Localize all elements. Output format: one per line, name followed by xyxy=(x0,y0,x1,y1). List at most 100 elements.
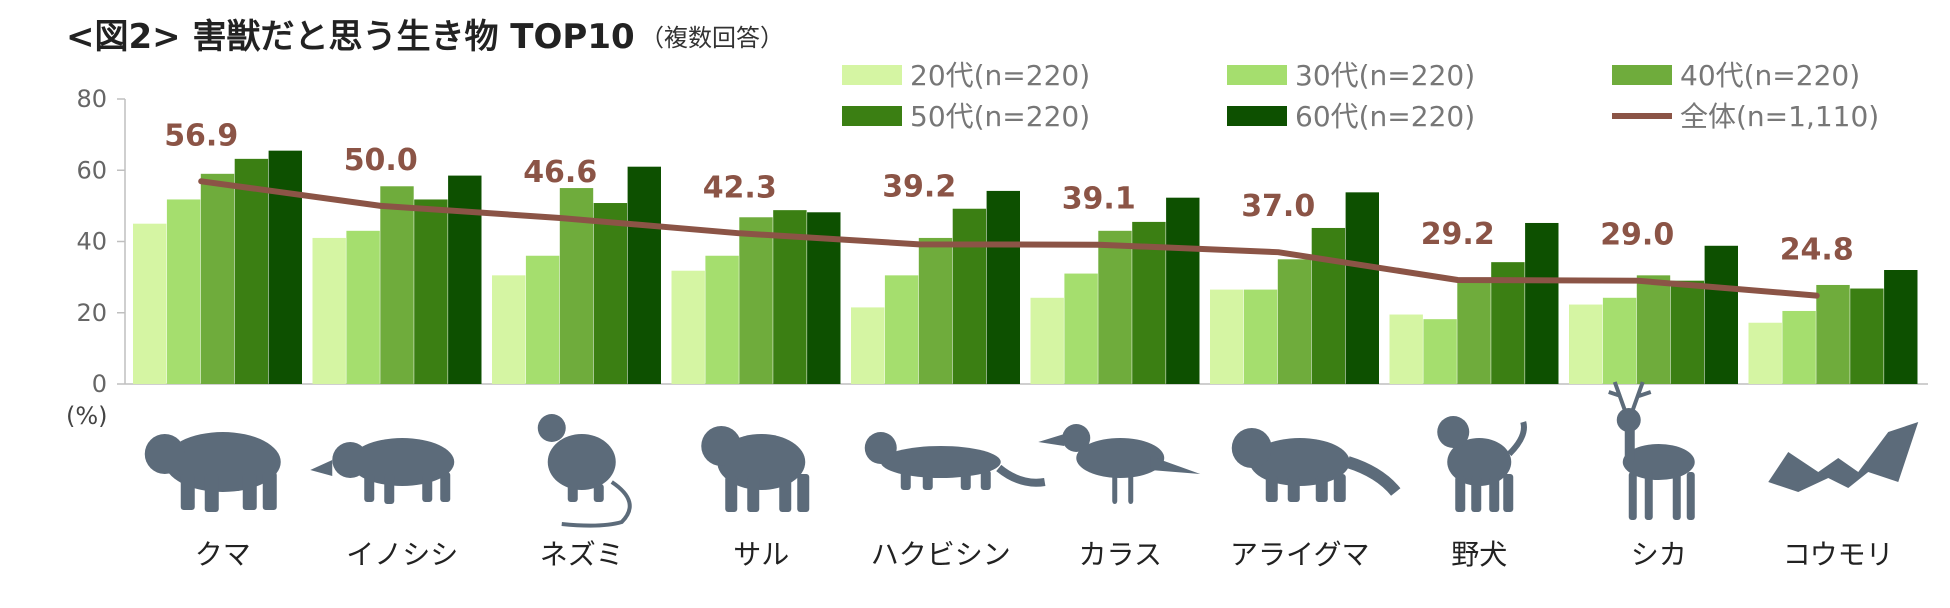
data-label: 46.6 xyxy=(523,155,597,190)
bar xyxy=(312,237,346,384)
data-label: 29.2 xyxy=(1421,217,1495,252)
legend-label: 50代(n=220) xyxy=(910,100,1090,133)
bar xyxy=(1884,270,1918,384)
bar xyxy=(1311,227,1346,384)
data-label: 29.0 xyxy=(1600,218,1674,253)
bar xyxy=(1210,289,1244,384)
stray-dog-icon xyxy=(1437,416,1527,512)
data-label: 39.1 xyxy=(1062,182,1136,217)
legend-label: 20代(n=220) xyxy=(910,59,1090,92)
bar xyxy=(1704,245,1738,384)
bar xyxy=(739,217,773,384)
bar xyxy=(1602,297,1637,384)
category-label: シカ xyxy=(1631,538,1687,571)
legend-label: 60代(n=220) xyxy=(1295,100,1475,133)
chart-subtitle: （複数回答） xyxy=(640,24,784,52)
bar xyxy=(1098,230,1132,384)
crow-icon xyxy=(1038,424,1201,504)
bar xyxy=(1030,297,1064,384)
bar xyxy=(1389,314,1423,384)
monkey-icon xyxy=(701,426,810,512)
bar xyxy=(380,186,414,384)
category-label: クマ xyxy=(195,538,251,571)
bar xyxy=(1636,275,1671,384)
category-label: ハクビシン xyxy=(871,538,1011,571)
data-label: 24.8 xyxy=(1780,233,1854,268)
data-label: 56.9 xyxy=(164,118,238,153)
bar xyxy=(1457,277,1491,384)
rat-icon xyxy=(537,414,632,528)
category-label: コウモリ xyxy=(1783,538,1894,571)
legend: 20代(n=220) 30代(n=220) 40代(n=220) 50代(n=220)… xyxy=(842,59,1879,133)
category-labels: クマ イノシシ ネズミ サル ハクビシン カラス アライグマ 野犬 シカ コウモリ xyxy=(195,538,1894,571)
bar xyxy=(986,190,1020,384)
bar xyxy=(851,307,885,384)
bar xyxy=(1277,259,1312,384)
bar xyxy=(1850,288,1884,384)
bar xyxy=(200,173,235,384)
bar xyxy=(1243,289,1278,384)
deer-icon xyxy=(1608,381,1695,520)
bar xyxy=(234,158,269,384)
bear-icon xyxy=(144,432,281,512)
bar xyxy=(1569,304,1603,384)
bar xyxy=(671,270,705,384)
y-tick-label: 80 xyxy=(76,85,107,113)
legend-swatch xyxy=(842,65,902,85)
raccoon-icon xyxy=(1231,428,1401,502)
bars xyxy=(133,150,1918,384)
category-label: 野犬 xyxy=(1451,538,1507,571)
data-labels: 56.9 50.0 46.6 42.3 39.2 39.1 37.0 29.2 29.0 24.8 xyxy=(164,118,1854,267)
bar xyxy=(268,150,302,384)
legend-swatch xyxy=(1227,106,1287,126)
category-label: サル xyxy=(733,538,789,571)
legend-label: 40代(n=220) xyxy=(1680,59,1860,92)
boar-icon xyxy=(310,438,455,504)
bar xyxy=(1345,192,1379,384)
bar xyxy=(414,199,448,384)
bar xyxy=(448,175,482,384)
bar xyxy=(952,208,987,384)
bar xyxy=(1423,319,1457,384)
bar xyxy=(627,166,661,384)
bar xyxy=(1525,222,1559,384)
data-label: 50.0 xyxy=(344,143,418,178)
category-label: アライグマ xyxy=(1230,538,1369,571)
category-label: カラス xyxy=(1079,538,1162,571)
bar xyxy=(166,199,201,384)
bar xyxy=(1748,322,1782,384)
bar xyxy=(133,223,167,384)
category-label: ネズミ xyxy=(540,538,624,571)
total-series-line xyxy=(198,178,1820,299)
y-tick-label: 60 xyxy=(76,156,107,184)
legend-swatch xyxy=(1612,65,1672,85)
legend-swatch xyxy=(842,106,902,126)
total-line xyxy=(198,178,1820,299)
bat-icon xyxy=(1768,422,1919,492)
bar xyxy=(705,255,739,384)
bar xyxy=(1166,197,1200,384)
chart-title: <図2> 害獣だと思う生き物 TOP10 xyxy=(66,17,635,57)
bar xyxy=(1816,284,1850,384)
bar xyxy=(593,203,628,384)
category-icons xyxy=(144,381,1919,528)
legend-swatch xyxy=(1227,65,1287,85)
masked-palm-civet-icon xyxy=(864,432,1046,490)
bar xyxy=(1670,280,1705,384)
y-tick-label: 20 xyxy=(76,299,107,327)
bar xyxy=(1064,273,1098,384)
legend-label: 30代(n=220) xyxy=(1295,59,1475,92)
bar xyxy=(884,275,919,384)
bar xyxy=(1782,310,1816,384)
y-unit-label: (%) xyxy=(66,402,108,430)
bar xyxy=(492,275,526,384)
legend-label: 全体(n=1,110) xyxy=(1680,100,1879,133)
data-label: 42.3 xyxy=(703,170,777,205)
category-label: イノシシ xyxy=(346,538,458,571)
bar xyxy=(525,255,560,384)
bar xyxy=(346,230,380,384)
data-label: 37.0 xyxy=(1241,189,1315,224)
y-tick-label: 40 xyxy=(76,228,107,256)
bar xyxy=(918,237,953,384)
